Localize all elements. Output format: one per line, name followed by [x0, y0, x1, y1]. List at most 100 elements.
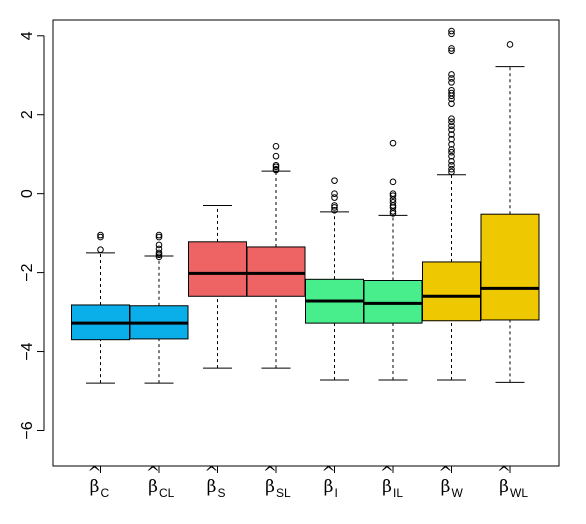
outlier-point [155, 253, 163, 261]
outlier-point [448, 27, 455, 35]
x-tick-label-symbol: β [441, 477, 451, 497]
box-iqr [188, 241, 247, 297]
x-tick-label-subscript: SL [276, 486, 291, 500]
x-tick-label-subscript: S [218, 486, 226, 500]
outlier-point [448, 168, 455, 176]
x-tick-label: ^β C [87, 463, 109, 500]
y-tick-label: −2 [19, 263, 36, 281]
outlier-point [155, 233, 163, 241]
outlier-point [448, 131, 455, 138]
x-tick-label-hat: ^ [87, 463, 101, 483]
outlier-point [389, 199, 397, 206]
outlier-point [448, 75, 455, 82]
outlier-point [448, 115, 455, 122]
x-tick-label-hat: ^ [380, 463, 394, 483]
outlier-point [448, 122, 455, 130]
outlier-point [448, 47, 455, 55]
x-tick-label-hat: ^ [263, 463, 277, 483]
outlier-point [272, 161, 280, 169]
outlier-point [155, 241, 163, 249]
outlier-point [97, 231, 104, 239]
y-tick-label: 0 [19, 189, 36, 198]
outlier-point [448, 126, 455, 134]
box-group [246, 143, 306, 369]
box-group [71, 231, 130, 384]
outlier-point [389, 178, 397, 186]
x-tick-label: ^β IL [380, 463, 403, 500]
outlier-point [448, 86, 455, 94]
x-tick-label: ^β SL [263, 463, 291, 500]
x-tick-label: ^β W [438, 463, 463, 500]
outlier-point [389, 139, 397, 147]
x-tick-label-hat: ^ [146, 463, 160, 483]
x-axis: ^β C^β CL^β S^β SL^β I^β IL^β W^β WL [87, 463, 528, 500]
x-tick-label-symbol: β [265, 477, 275, 497]
outlier-point [448, 71, 455, 78]
outlier-point [448, 79, 455, 86]
box-group [422, 27, 481, 381]
outlier-point [272, 152, 280, 160]
outlier-point [331, 177, 338, 184]
box-group [129, 231, 189, 384]
outlier-point [272, 143, 280, 150]
box-group [188, 205, 247, 369]
x-tick-label: ^β WL [497, 463, 528, 500]
x-tick-label-hat: ^ [204, 463, 218, 483]
y-tick-label: −6 [19, 421, 36, 439]
outlier-point [331, 204, 338, 211]
outlier-point [448, 135, 455, 143]
boxes-layer [71, 27, 540, 384]
outlier-point [331, 190, 338, 197]
x-tick-label-hat: ^ [321, 463, 335, 483]
outlier-point [506, 41, 514, 48]
box-group [305, 177, 364, 381]
x-tick-label-symbol: β [148, 477, 158, 497]
x-tick-label-symbol: β [382, 477, 392, 497]
box-iqr [246, 246, 306, 297]
x-tick-label-symbol: β [324, 477, 334, 497]
x-tick-label: ^β I [321, 463, 337, 500]
x-tick-label: ^β S [204, 463, 225, 500]
outlier-point [389, 190, 397, 197]
box-group [480, 41, 540, 383]
outlier-point [448, 30, 455, 38]
x-tick-label-subscript: CL [159, 486, 175, 500]
outlier-point [448, 161, 455, 169]
box-iqr [480, 213, 540, 321]
outlier-point [155, 251, 163, 259]
outlier-point [448, 89, 455, 97]
outlier-point [448, 152, 455, 160]
outlier-point [331, 202, 338, 209]
x-tick-label-subscript: C [101, 486, 110, 500]
outlier-point [97, 246, 104, 254]
x-tick-label: ^β CL [146, 463, 175, 500]
y-tick-label: 4 [19, 31, 36, 40]
box-iqr [363, 279, 423, 324]
x-tick-label-subscript: I [335, 486, 338, 500]
outlier-point [155, 249, 163, 257]
outlier-point [448, 165, 455, 173]
x-tick-label-subscript: IL [393, 486, 403, 500]
outlier-point [97, 233, 104, 241]
outlier-point [448, 148, 455, 156]
outlier-point [272, 165, 280, 173]
y-tick-label: 2 [19, 110, 36, 119]
outlier-point [448, 118, 455, 126]
y-tick-label: −4 [19, 342, 36, 360]
x-tick-label-hat: ^ [497, 463, 511, 483]
box-iqr [422, 261, 481, 322]
x-tick-label-subscript: W [452, 486, 464, 500]
x-tick-label-hat: ^ [438, 463, 452, 483]
outlier-point [448, 45, 455, 52]
outlier-point [389, 192, 397, 199]
outlier-point [331, 194, 338, 201]
y-axis: −6 −4 −2 0 2 4 [19, 31, 45, 440]
x-tick-label-symbol: β [207, 477, 217, 497]
outlier-point [155, 231, 163, 239]
x-tick-label-symbol: β [499, 477, 509, 497]
outlier-point [448, 100, 455, 107]
outlier-point [331, 206, 338, 214]
x-tick-label-subscript: WL [510, 486, 528, 500]
x-tick-label-symbol: β [90, 477, 100, 497]
